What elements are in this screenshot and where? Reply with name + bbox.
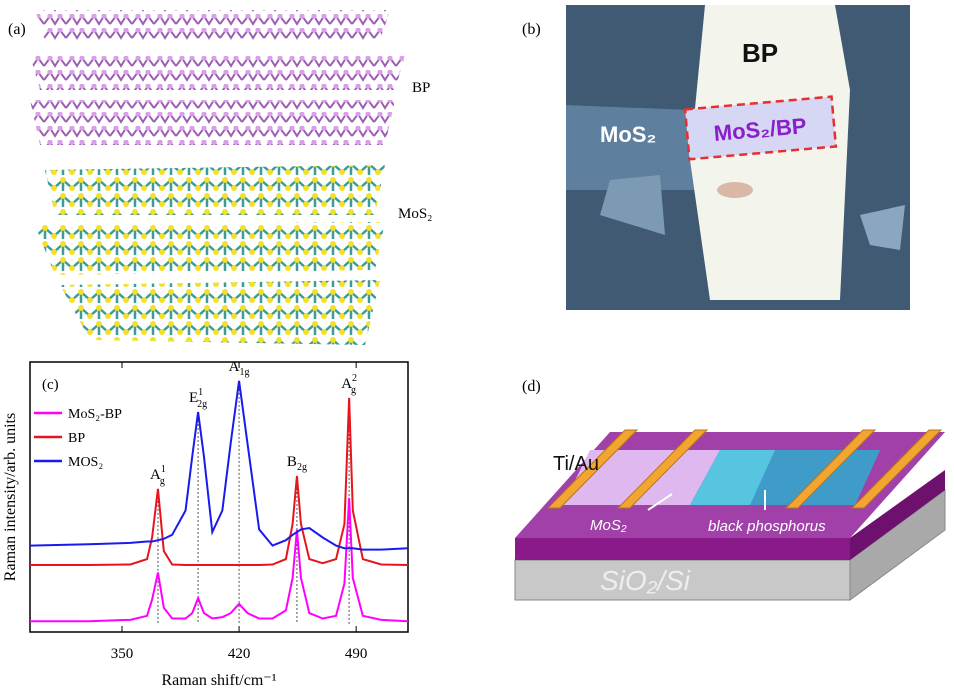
peak-label: B2g — [287, 454, 307, 473]
peak-label-sub: 1g — [239, 367, 249, 378]
peak-label-sup: 1 — [198, 387, 203, 398]
mos2-flake — [566, 105, 700, 190]
bp-label: BP — [742, 38, 778, 68]
figure: (a) BP MoS₂ (b) BP MoS₂ MoS₂/BP (c) Rama… — [0, 0, 954, 695]
bp-label: black phosphorus — [708, 518, 826, 535]
electrode-label: Ti/Au — [553, 453, 599, 475]
peak-label-sub: g — [160, 476, 165, 487]
panel-label: (b) — [522, 21, 541, 38]
panel-label: (a) — [8, 21, 26, 38]
y-axis-label: Raman intensity/arb. units — [2, 413, 19, 581]
plot-frame — [30, 362, 408, 632]
mos2-label: MoS₂ — [600, 122, 656, 147]
panel-label: (d) — [522, 378, 541, 395]
panel-d: (d) Ti/Au MoS₂ black phosphorus SiO₂/Si — [515, 378, 945, 600]
panel-b: (b) BP MoS₂ MoS₂/BP — [522, 5, 910, 310]
peak-label-sup: 1 — [161, 464, 166, 475]
bp-layer — [30, 55, 405, 90]
peak-label-base: A — [229, 359, 240, 375]
x-tick-label: 420 — [228, 646, 251, 662]
peak-label-sub: g — [351, 385, 356, 396]
mos2-layer — [60, 280, 380, 345]
legend-label: MoS₂-BP — [68, 407, 122, 422]
panel-c: (c) Raman shift/cm⁻¹ Raman intensity/arb… — [2, 359, 408, 689]
mos2-layer — [45, 165, 385, 215]
bp-label: BP — [412, 80, 430, 96]
residue — [717, 182, 753, 198]
mos2-layer — [35, 222, 385, 275]
mos2-label: MoS₂ — [398, 206, 432, 222]
legend-label: BP — [68, 431, 85, 446]
x-tick-label: 350 — [111, 646, 134, 662]
peak-label-sub: 2g — [197, 399, 207, 410]
peak-label-sup: 2 — [352, 373, 357, 384]
x-axis-label: Raman shift/cm⁻¹ — [162, 672, 277, 689]
panel-label: (c) — [42, 377, 59, 393]
panel-a: (a) BP MoS₂ — [8, 10, 432, 345]
peak-label-sub: 2g — [297, 462, 307, 473]
x-tick-label: 490 — [345, 646, 368, 662]
peak-label-base: B — [287, 454, 297, 470]
bp-layer — [30, 100, 395, 145]
figure-svg: (a) BP MoS₂ (b) BP MoS₂ MoS₂/BP (c) Rama… — [0, 0, 954, 695]
bp-layer — [35, 10, 390, 40]
substrate-label: SiO₂/Si — [600, 565, 691, 596]
mos2-label: MoS₂ — [590, 517, 627, 534]
oxide-front — [515, 538, 850, 560]
legend-label: MOS₂ — [68, 455, 103, 470]
